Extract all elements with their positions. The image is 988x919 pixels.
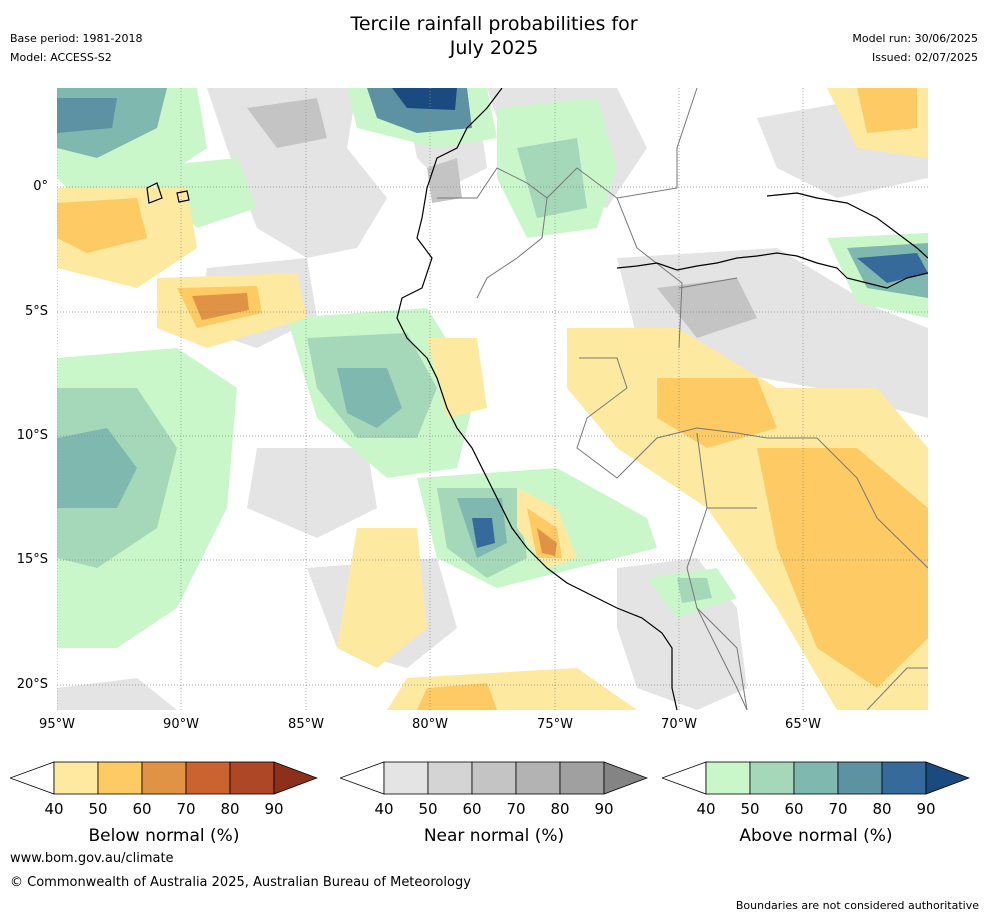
coastline bbox=[146, 88, 928, 710]
meta-right: Model run: 30/06/2025 Issued: 02/07/2025 bbox=[852, 32, 978, 70]
tick-40: 40 bbox=[374, 800, 394, 818]
tick-40: 40 bbox=[44, 800, 64, 818]
tick-70: 70 bbox=[506, 800, 526, 818]
colorbar-above-normal bbox=[662, 761, 970, 795]
lon-label-90w: 90°W bbox=[163, 717, 199, 732]
colorbar-swatch bbox=[141, 761, 187, 795]
colorbar-end-arrow bbox=[273, 761, 318, 795]
colorbar-swatch bbox=[97, 761, 143, 795]
lon-label-65w: 65°W bbox=[785, 717, 821, 732]
tick-80: 80 bbox=[220, 800, 240, 818]
lon-label-80w: 80°W bbox=[412, 717, 448, 732]
tick-50: 50 bbox=[88, 800, 108, 818]
legend-title-near: Near normal (%) bbox=[423, 826, 565, 846]
tick-60: 60 bbox=[462, 800, 482, 818]
colorbar-near-normal bbox=[340, 761, 648, 795]
tick-90: 90 bbox=[264, 800, 284, 818]
title-line-1: Tercile rainfall probabilities for bbox=[350, 13, 638, 35]
below-normal-region bbox=[57, 88, 928, 710]
tick-60: 60 bbox=[132, 800, 152, 818]
tick-70: 70 bbox=[828, 800, 848, 818]
tick-40: 40 bbox=[696, 800, 716, 818]
lon-label-70w: 70°W bbox=[661, 717, 697, 732]
colorbar-swatch bbox=[185, 761, 231, 795]
issued-date: Issued: 02/07/2025 bbox=[871, 51, 978, 64]
colorbar-swatch bbox=[793, 761, 839, 795]
colorbar-swatch bbox=[383, 761, 429, 795]
tick-50: 50 bbox=[740, 800, 760, 818]
colorbar-swatch bbox=[427, 761, 473, 795]
tick-60: 60 bbox=[784, 800, 804, 818]
colorbar-end-arrow bbox=[925, 761, 970, 795]
model-run: Model run: 30/06/2025 bbox=[852, 32, 978, 45]
lat-label-5s: 5°S bbox=[24, 304, 48, 319]
colorbar-swatch bbox=[559, 761, 605, 795]
colorbar-swatch bbox=[471, 761, 517, 795]
colorbar-end-arrow bbox=[603, 761, 648, 795]
colorbar-swatch bbox=[749, 761, 795, 795]
colorbar-swatch bbox=[837, 761, 883, 795]
above-normal-region bbox=[57, 88, 928, 648]
colorbar-below-normal bbox=[10, 761, 318, 795]
tick-50: 50 bbox=[418, 800, 438, 818]
meta-left: Base period: 1981-2018 Model: ACCESS-S2 bbox=[10, 32, 142, 70]
colorbar-swatch bbox=[53, 761, 99, 795]
colorbar-swatch bbox=[881, 761, 927, 795]
tick-90: 90 bbox=[594, 800, 614, 818]
colorbar-start-arrow bbox=[10, 761, 55, 795]
tick-90: 90 bbox=[916, 800, 936, 818]
lon-label-95w: 95°W bbox=[39, 717, 75, 732]
lat-label-20s: 20°S bbox=[16, 677, 48, 692]
tick-80: 80 bbox=[550, 800, 570, 818]
map-title: Tercile rainfall probabilities for July … bbox=[0, 12, 988, 60]
colorbar-start-arrow bbox=[662, 761, 707, 795]
colorbar-start-arrow bbox=[340, 761, 385, 795]
title-line-2: July 2025 bbox=[449, 37, 539, 59]
lat-label-15s: 15°S bbox=[16, 552, 48, 567]
legend-title-above: Above normal (%) bbox=[739, 826, 893, 846]
map-gridlines bbox=[57, 88, 928, 710]
model-name: Model: ACCESS-S2 bbox=[10, 51, 112, 64]
legend-title-below: Below normal (%) bbox=[88, 826, 240, 846]
legend-below-normal: 40 50 60 70 80 90 Below normal (%) bbox=[10, 760, 318, 860]
legend-near-normal: 40 50 60 70 80 90 Near normal (%) bbox=[340, 760, 648, 860]
lat-label-0: 0° bbox=[33, 179, 48, 194]
lon-label-85w: 85°W bbox=[288, 717, 324, 732]
lon-label-75w: 75°W bbox=[537, 717, 573, 732]
copyright-text: © Commonwealth of Australia 2025, Austra… bbox=[10, 875, 471, 890]
colorbar-swatch bbox=[705, 761, 751, 795]
legend-above-normal: 40 50 60 70 80 90 Above normal (%) bbox=[662, 760, 970, 860]
tick-80: 80 bbox=[872, 800, 892, 818]
country-boundaries bbox=[437, 88, 928, 710]
boundaries-disclaimer: Boundaries are not considered authoritat… bbox=[735, 899, 979, 912]
colorbar-swatch bbox=[515, 761, 561, 795]
tick-70: 70 bbox=[176, 800, 196, 818]
lat-label-10s: 10°S bbox=[16, 428, 48, 443]
base-period: Base period: 1981-2018 bbox=[10, 32, 143, 45]
rainfall-probability-map bbox=[57, 88, 928, 710]
colorbar-swatch bbox=[229, 761, 275, 795]
website-link[interactable]: www.bom.gov.au/climate bbox=[10, 851, 174, 866]
